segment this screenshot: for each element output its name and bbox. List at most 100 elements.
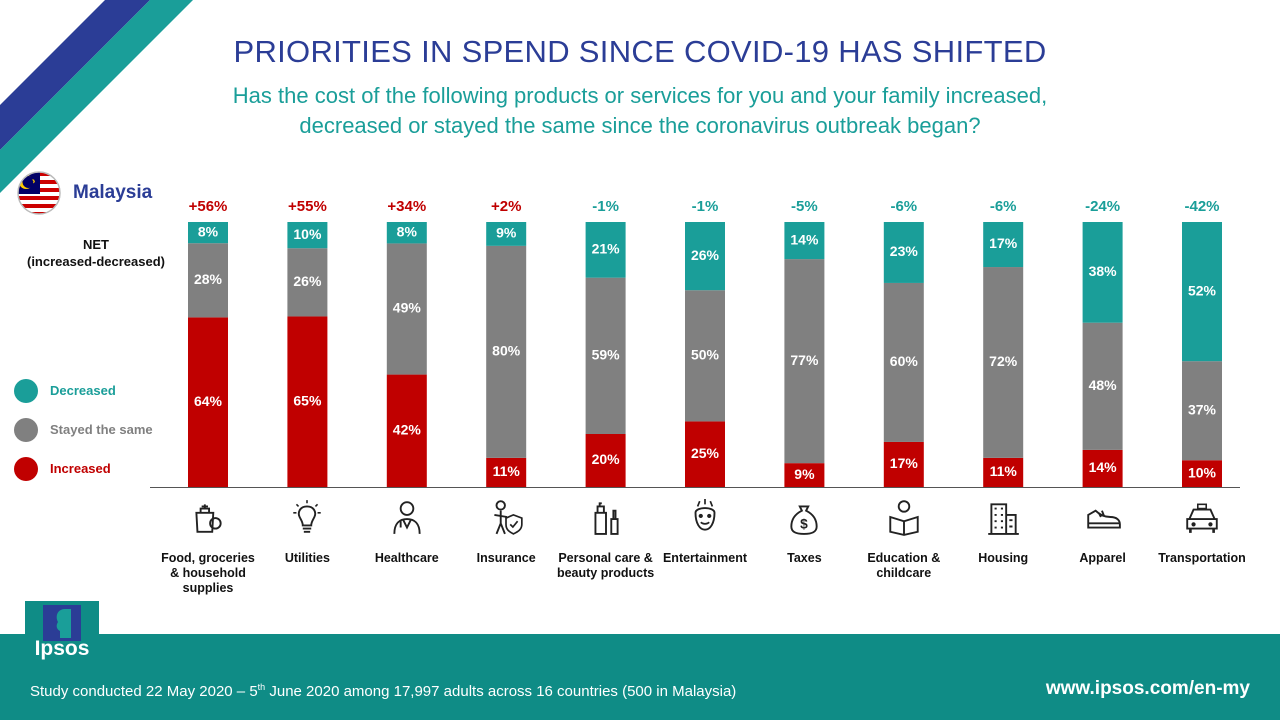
net-value: -5% [791, 198, 818, 215]
data-label-increased: 25% [691, 445, 720, 461]
bar-decreased [486, 222, 527, 246]
bar-increased [1182, 460, 1222, 487]
page-title: PRIORITIES IN SPEND SINCE COVID-19 HAS S… [233, 34, 1047, 69]
doctor-icon [389, 498, 425, 541]
bar-stayed-same [983, 267, 1024, 458]
data-label-decreased: 17% [989, 235, 1018, 251]
category-label: Insurance [476, 551, 536, 565]
money-bag-icon: $ [786, 498, 822, 541]
bar-increased [983, 457, 1024, 487]
net-value: -6% [890, 198, 917, 215]
bar-increased [685, 421, 725, 487]
bar-stayed-same [1182, 361, 1222, 461]
legend-swatch-same [14, 418, 38, 442]
data-label-stayed-same: 48% [1089, 377, 1118, 393]
data-label-stayed-same: 60% [890, 353, 919, 369]
category-label: Education & childcare [867, 551, 941, 580]
data-label-increased: 9% [794, 466, 815, 482]
data-label-increased: 17% [890, 455, 919, 471]
bar-stayed-same [486, 245, 527, 458]
data-label-decreased: 26% [691, 247, 720, 263]
bar-increased [188, 317, 228, 487]
net-label: NET (increased-decreased) [6, 236, 186, 270]
net-value: +2% [491, 198, 521, 215]
net-value: -24% [1085, 198, 1120, 215]
data-label-decreased: 52% [1188, 282, 1217, 298]
net-label-line-2: (increased-decreased) [26, 254, 165, 269]
bar-decreased [983, 222, 1024, 268]
bar-decreased [1082, 222, 1123, 323]
data-label-increased: 10% [1188, 464, 1217, 480]
bar-stayed-same [685, 290, 725, 422]
bar-increased [486, 457, 527, 487]
bar-increased [287, 316, 328, 487]
lightbulb-icon [289, 498, 325, 541]
category-label: Housing [978, 551, 1029, 565]
bar-stayed-same [1082, 322, 1123, 450]
data-label-decreased: 14% [790, 231, 819, 247]
category-label: Apparel [1079, 551, 1126, 565]
bar-stayed-same [386, 243, 427, 375]
subtitle-line-2: decreased or stayed the same since the c… [299, 113, 981, 138]
category-label: Taxes [787, 551, 822, 565]
data-label-stayed-same: 37% [1188, 401, 1217, 417]
legend-swatch-increased [14, 457, 38, 481]
data-label-decreased: 38% [1089, 263, 1118, 279]
ipsos-logo: Ipsos [25, 601, 99, 667]
bar-decreased [685, 222, 725, 291]
building-icon [985, 498, 1021, 541]
bar-stayed-same [188, 243, 228, 318]
data-label-stayed-same: 59% [592, 347, 621, 363]
website-link[interactable]: www.ipsos.com/en-my [1045, 678, 1250, 699]
country-label: Malaysia [73, 182, 153, 203]
legend-label-increased: Increased [50, 461, 111, 476]
data-label-decreased: 10% [293, 226, 322, 242]
logo-text: Ipsos [34, 637, 90, 660]
data-label-increased: 64% [194, 393, 223, 409]
svg-text:$: $ [801, 517, 809, 532]
sneaker-icon [1085, 498, 1121, 541]
data-label-increased: 11% [990, 463, 1018, 479]
insurance-shield-icon [488, 498, 524, 541]
bar-increased [386, 374, 427, 487]
corner-stripes [0, 0, 193, 193]
bar-increased [883, 441, 924, 487]
net-value: +56% [189, 198, 228, 215]
data-label-stayed-same: 50% [691, 347, 720, 363]
legend-label-decreased: Decreased [50, 383, 116, 398]
data-label-stayed-same: 26% [293, 273, 322, 289]
category-label: Entertainment [662, 551, 748, 565]
bar-stayed-same [585, 277, 626, 434]
bar-increased [1082, 449, 1123, 487]
entertainment-mask-icon [687, 498, 723, 541]
data-label-stayed-same: 28% [194, 271, 223, 287]
study-note-suffix: June 2020 among 17,997 adults across 16 … [265, 683, 737, 700]
car-icon [1184, 498, 1220, 541]
bar-decreased [188, 222, 228, 244]
data-label-increased: 11% [493, 463, 521, 479]
bar-stayed-same [883, 282, 924, 442]
data-label-stayed-same: 49% [393, 300, 422, 316]
net-value: +55% [288, 198, 327, 215]
stacked-bar-chart: 64% 28% 8% +56% 65% 26% 10% +55% 42% 49% 8% +34% 11%… [150, 198, 1240, 488]
category-label: Food, groceries & household supplies [161, 551, 255, 595]
data-label-decreased: 8% [198, 223, 219, 239]
data-label-decreased: 21% [592, 241, 621, 257]
bar-decreased [1182, 222, 1222, 362]
data-label-increased: 42% [393, 421, 422, 437]
net-value: -1% [592, 198, 619, 215]
bar-decreased [585, 222, 626, 278]
bar-decreased [784, 222, 825, 260]
footer-bar [0, 634, 1280, 720]
bar-increased [585, 434, 626, 487]
category-label: Personal care & beauty products [556, 551, 655, 580]
data-label-decreased: 23% [890, 243, 919, 259]
beauty-products-icon [588, 498, 624, 541]
net-value: -1% [692, 198, 719, 215]
malaysia-flag-icon [17, 171, 61, 215]
page-subtitle: Has the cost of the following products o… [100, 81, 1180, 141]
data-label-stayed-same: 80% [492, 343, 521, 359]
net-value: -6% [990, 198, 1017, 215]
net-value: +34% [387, 198, 426, 215]
category-label: Utilities [284, 551, 330, 565]
